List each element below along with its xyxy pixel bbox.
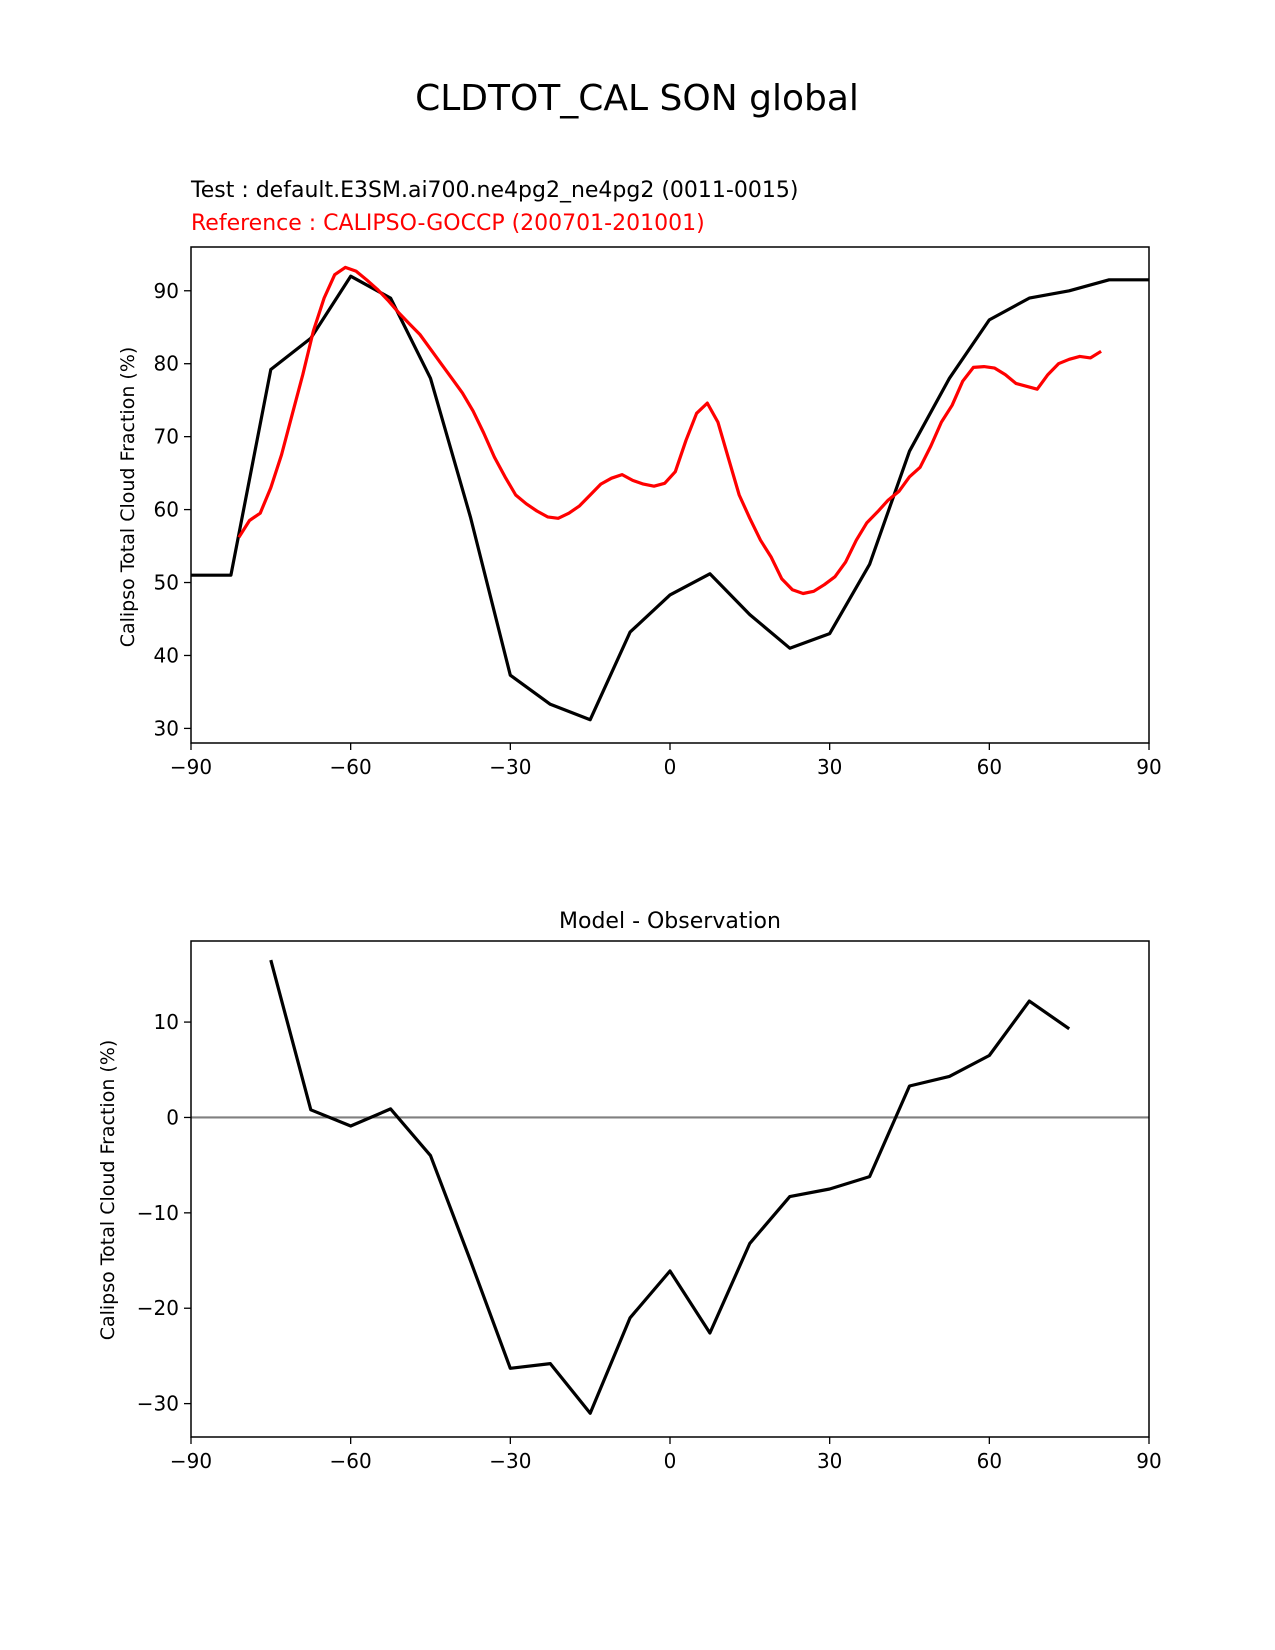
x-tick-label: 60	[977, 755, 1002, 779]
test-label: Test : default.E3SM.ai700.ne4pg2_ne4pg2 …	[190, 178, 798, 203]
top-lines	[191, 265, 1149, 722]
x-tick-label: 30	[817, 1449, 842, 1473]
top-ylabel: Calipso Total Cloud Fraction (%)	[117, 347, 139, 648]
y-tick-label: 60	[154, 498, 179, 522]
bottom-plot-frame	[190, 940, 1150, 1438]
figure-title: CLDTOT_CAL SON global	[415, 78, 859, 119]
y-tick-label: −10	[137, 1201, 179, 1225]
y-tick-label: −20	[137, 1296, 179, 1320]
model-observation-series-line	[269, 959, 1071, 1415]
bottom-title: Model - Observation	[559, 909, 781, 934]
y-tick-label: 70	[154, 425, 179, 449]
x-tick-label: 90	[1136, 755, 1161, 779]
y-tick-label: 0	[166, 1105, 179, 1129]
y-tick-label: 80	[154, 352, 179, 376]
x-tick-label: −60	[330, 755, 372, 779]
x-tick-label: −90	[170, 755, 212, 779]
y-tick-label: 30	[154, 716, 179, 740]
top-plot-frame	[190, 246, 1150, 744]
x-tick-label: −30	[489, 1449, 531, 1473]
bottom-panel: Model - Observation Calipso Total Cloud …	[97, 909, 1162, 1473]
bottom-ticks: −90 −60 −30 0 30 60 90 −30 −20 −10 0 10	[137, 1010, 1162, 1473]
y-tick-label: 50	[154, 571, 179, 595]
top-panel: Test : default.E3SM.ai700.ne4pg2_ne4pg2 …	[117, 178, 1162, 779]
y-tick-label: 10	[154, 1010, 179, 1034]
bottom-ylabel: Calipso Total Cloud Fraction (%)	[97, 1040, 119, 1341]
y-tick-label: 40	[154, 643, 179, 667]
y-tick-label: −30	[137, 1392, 179, 1416]
x-tick-label: −30	[489, 755, 531, 779]
reference-label: Reference : CALIPSO-GOCCP (200701-201001…	[191, 211, 705, 236]
x-tick-label: 60	[977, 1449, 1002, 1473]
x-tick-label: −90	[170, 1449, 212, 1473]
x-tick-label: 0	[664, 755, 677, 779]
y-tick-label: 90	[154, 279, 179, 303]
bottom-lines	[191, 959, 1149, 1415]
reference-series-line	[237, 265, 1102, 596]
x-tick-label: 30	[817, 755, 842, 779]
top-ticks: −90 −60 −30 0 30 60 90 30 40 50 60 70 80 90	[154, 279, 1162, 779]
x-tick-label: 90	[1136, 1449, 1161, 1473]
x-tick-label: −60	[330, 1449, 372, 1473]
x-tick-label: 0	[664, 1449, 677, 1473]
test-series-line	[191, 274, 1149, 722]
